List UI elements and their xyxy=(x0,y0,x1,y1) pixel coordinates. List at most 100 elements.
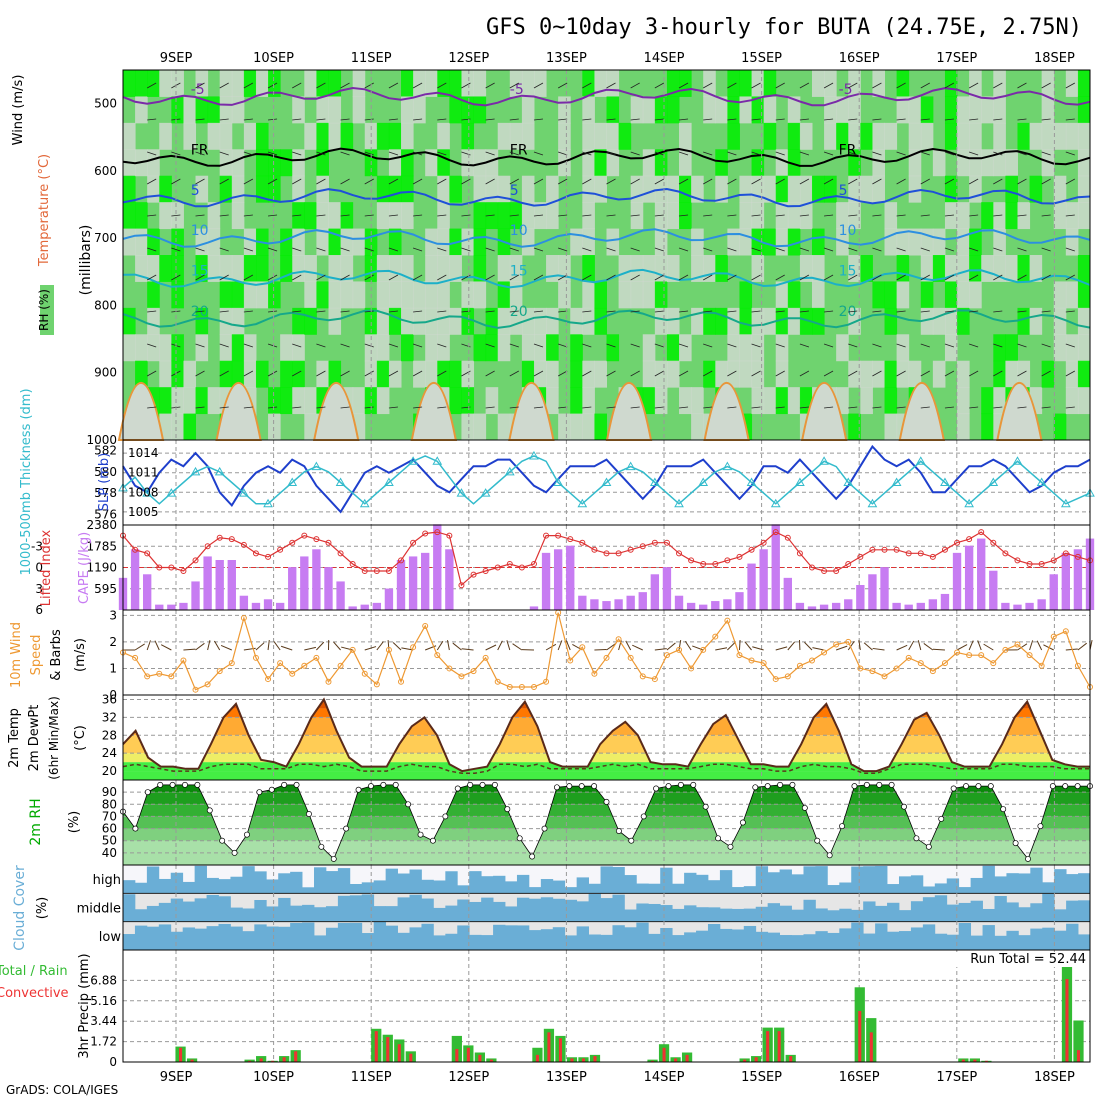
rh-cell xyxy=(473,70,487,97)
cloud-bar xyxy=(982,865,995,894)
rh-cell xyxy=(727,360,740,388)
wind-marker xyxy=(1074,662,1081,669)
wind-barb xyxy=(654,648,667,651)
wind-barb xyxy=(848,274,858,281)
precip-conv-bar xyxy=(190,1059,194,1062)
rh-cell xyxy=(123,175,136,203)
rh-cell xyxy=(969,149,982,177)
wind-barb xyxy=(219,178,229,185)
wind-barb xyxy=(485,178,495,185)
rh-cell xyxy=(509,70,523,97)
rh-cell xyxy=(352,281,366,309)
cloud-bar xyxy=(743,925,757,950)
thermal-plume xyxy=(312,381,360,441)
wind-barb xyxy=(509,151,519,156)
rh-cell xyxy=(739,307,753,335)
rh-cell xyxy=(352,387,366,415)
rh-cell xyxy=(171,387,184,415)
wind-barb xyxy=(437,151,447,156)
cloud-bar xyxy=(994,895,1007,922)
wind-barb xyxy=(255,642,265,651)
rh-cell xyxy=(630,255,644,282)
axis-tick-label: 6.88 xyxy=(90,973,117,987)
precip-conv-bar xyxy=(397,1044,401,1062)
rh-cell xyxy=(654,387,668,415)
rh-cell xyxy=(328,70,342,97)
axis-label: 1000-500mb Thickness (dm) xyxy=(19,388,34,575)
wind-barb xyxy=(340,370,350,377)
cloud-bar xyxy=(624,927,637,950)
cape-bar xyxy=(674,595,684,610)
wind-marker xyxy=(1062,628,1069,635)
rh-cell xyxy=(932,360,946,388)
wind-barb xyxy=(896,214,906,217)
lifted-marker xyxy=(893,546,900,553)
wind-barb xyxy=(606,214,616,217)
axis-label: 2m RH xyxy=(28,798,44,845)
wind-barb xyxy=(461,247,471,252)
cloud-bar xyxy=(946,878,960,894)
wind-marker xyxy=(458,673,465,680)
cape-bar xyxy=(421,552,430,610)
cape-bar xyxy=(203,556,212,610)
wind-marker xyxy=(518,684,525,691)
wind-marker xyxy=(821,649,828,656)
wind-marker xyxy=(132,654,139,661)
wind-barb xyxy=(509,178,519,185)
cape-bar xyxy=(686,602,696,610)
rh-cell xyxy=(799,122,813,150)
lifted-marker xyxy=(361,568,368,575)
wind-marker xyxy=(192,686,199,693)
rh-cell xyxy=(763,96,777,124)
cloud-bar xyxy=(958,902,972,922)
wind-barb xyxy=(388,406,398,409)
wind-barb xyxy=(751,118,761,121)
cloud-bar xyxy=(851,866,864,894)
thickness-marker xyxy=(480,488,491,497)
cloud-bar xyxy=(767,903,781,922)
wind-barb xyxy=(509,343,519,348)
rh-marker xyxy=(1049,783,1056,790)
rh-cell xyxy=(497,255,511,282)
cape-bar xyxy=(1037,599,1046,610)
cloud-bar xyxy=(576,926,589,950)
rh-marker xyxy=(367,783,374,790)
rh-cell xyxy=(401,70,414,97)
wind-barb xyxy=(533,118,544,121)
axis-label: Temperature (°C) xyxy=(37,154,52,267)
wind-marker xyxy=(603,654,610,661)
rh-cell xyxy=(1077,202,1091,230)
rh-marker xyxy=(206,807,213,814)
wind-marker xyxy=(543,678,550,685)
wind-barb xyxy=(195,214,205,217)
cloud-bar xyxy=(457,899,470,922)
rh-cell xyxy=(920,122,934,150)
lifted-marker xyxy=(301,532,308,539)
cloud-bar xyxy=(230,907,243,922)
wind-marker xyxy=(784,673,791,680)
wind-barb xyxy=(896,151,906,156)
cloud-bar xyxy=(1078,873,1091,894)
slp-line xyxy=(122,444,1091,514)
cloud-bar xyxy=(505,925,518,950)
rh-cell xyxy=(183,96,197,124)
wind-barb xyxy=(920,310,930,313)
wind-marker xyxy=(337,662,344,669)
rh-cell xyxy=(1017,360,1031,388)
rh-cell xyxy=(328,281,342,309)
wind-barb xyxy=(1077,642,1087,651)
rh-cell xyxy=(739,360,753,388)
rh-cell xyxy=(255,255,269,282)
rh-cell xyxy=(811,70,825,97)
wind-barb xyxy=(388,274,399,281)
rh-cell xyxy=(594,175,607,203)
wind-barb xyxy=(412,247,423,252)
axis-label: (6hr Min/Max) xyxy=(47,696,61,780)
rh-cell xyxy=(1041,70,1055,97)
wind-barb xyxy=(533,151,544,156)
rh-cell xyxy=(473,281,487,309)
isotherm-label: FR xyxy=(191,142,209,158)
wind-marker xyxy=(978,652,985,659)
rh-cell xyxy=(799,175,813,203)
rh-cell xyxy=(666,70,680,97)
